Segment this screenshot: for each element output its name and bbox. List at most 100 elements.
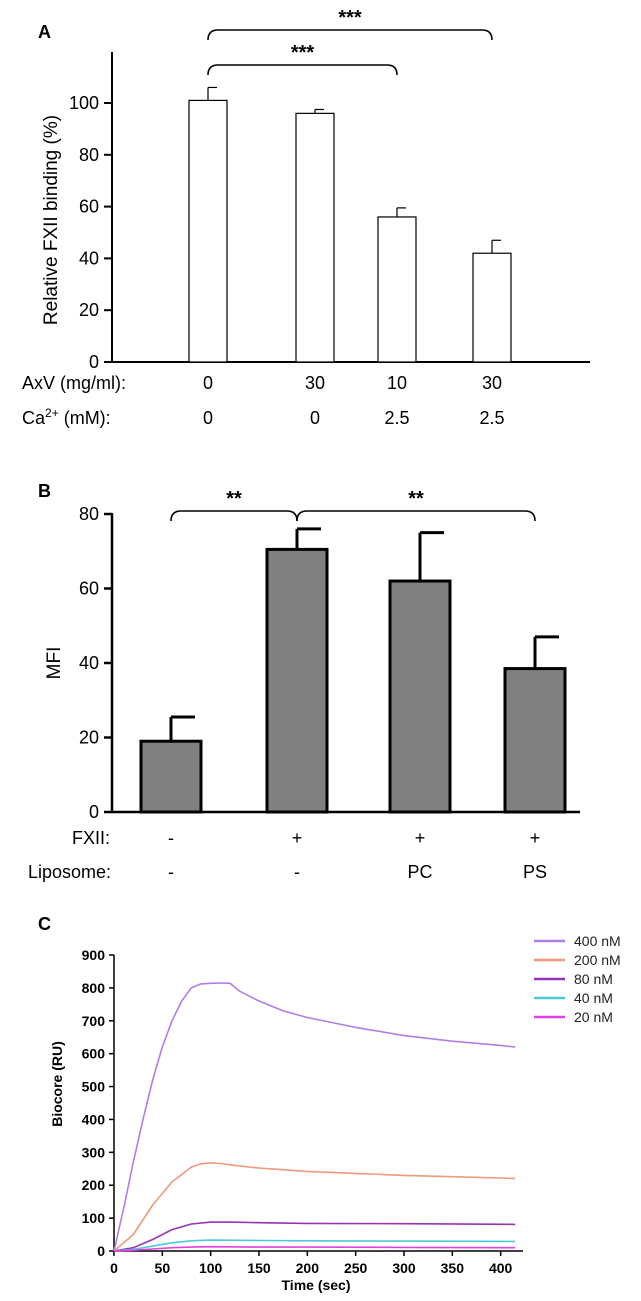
condition-labels-a: AxV (mg/ml): Ca2+ (mM): 0 30 10 30 0 0 2.5 2.5 bbox=[22, 373, 505, 428]
condition-value: + bbox=[530, 828, 541, 848]
bar bbox=[388, 579, 452, 814]
series-line bbox=[113, 1239, 516, 1252]
panel-b: B MFI 0 20 40 60 80 ** ** FXII: Liposome: - + +… bbox=[28, 481, 580, 882]
condition-value: + bbox=[415, 828, 426, 848]
y-tick-label: 900 bbox=[82, 947, 106, 963]
legend-label: 200 nM bbox=[574, 952, 621, 968]
condition-value: + bbox=[292, 828, 303, 848]
x-tick-label: 300 bbox=[392, 1260, 416, 1276]
significance-label: *** bbox=[291, 42, 315, 64]
y-tick-label: 60 bbox=[79, 579, 99, 599]
bar bbox=[265, 547, 329, 814]
condition-value: 30 bbox=[305, 373, 325, 393]
y-tick-label: 60 bbox=[79, 197, 99, 217]
y-tick-label: 40 bbox=[79, 248, 99, 268]
legend-label: 40 nM bbox=[574, 990, 613, 1006]
legend-label: 20 nM bbox=[574, 1009, 613, 1025]
x-tick-label: 0 bbox=[110, 1260, 118, 1276]
significance-label: ** bbox=[408, 488, 424, 510]
condition-value: - bbox=[294, 862, 300, 882]
y-axis-title-c: Biocore (RU) bbox=[49, 1041, 65, 1127]
condition-labels-b: FXII: Liposome: - + + + - - PC PS bbox=[28, 828, 547, 882]
y-tick-label: 800 bbox=[82, 980, 106, 996]
x-tick-label: 200 bbox=[296, 1260, 320, 1276]
legend-label: 400 nM bbox=[574, 933, 621, 949]
panel-letter-c: C bbox=[38, 914, 51, 934]
y-tick-label: 0 bbox=[97, 1243, 105, 1259]
y-axis-title-a: Relative FXII binding (%) bbox=[41, 115, 62, 325]
ca-label: Ca bbox=[22, 408, 46, 428]
bars-a bbox=[188, 86, 512, 363]
panel-c: C Biocore (RU) Time (sec) 0 100 200 300 400 5… bbox=[38, 914, 621, 1293]
condition-value: 0 bbox=[203, 373, 213, 393]
condition-value: 0 bbox=[203, 408, 213, 428]
y-tick-label: 200 bbox=[82, 1177, 106, 1193]
x-tick-label: 250 bbox=[344, 1260, 368, 1276]
significance-bracket bbox=[207, 64, 398, 76]
ca-superscript: 2+ bbox=[45, 406, 59, 420]
y-tick-label: 400 bbox=[82, 1111, 106, 1127]
x-tick-label: 150 bbox=[247, 1260, 271, 1276]
significance-label: *** bbox=[338, 7, 362, 29]
y-tick-label: 0 bbox=[89, 352, 99, 372]
condition-value: 2.5 bbox=[384, 408, 409, 428]
condition-row-label: FXII: bbox=[72, 828, 110, 848]
condition-row-label: AxV (mg/ml): bbox=[22, 373, 126, 393]
y-tick-label: 40 bbox=[79, 653, 99, 673]
condition-row-label: Liposome: bbox=[28, 862, 111, 882]
series-line bbox=[113, 982, 516, 1252]
series-line bbox=[113, 1162, 516, 1252]
condition-row-label: Ca2+ (mM): bbox=[22, 406, 111, 428]
y-tick-label: 80 bbox=[79, 145, 99, 165]
series-lines-c bbox=[113, 982, 516, 1252]
series-line bbox=[113, 1221, 516, 1252]
y-tick-label: 100 bbox=[69, 93, 99, 113]
condition-value: 0 bbox=[310, 408, 320, 428]
y-tick-label: 700 bbox=[82, 1013, 106, 1029]
y-tick-label: 300 bbox=[82, 1144, 106, 1160]
condition-value: PS bbox=[523, 862, 547, 882]
y-tick-label: 80 bbox=[79, 504, 99, 524]
series-line bbox=[113, 1245, 516, 1252]
bars-b bbox=[139, 527, 567, 814]
x-tick-label: 350 bbox=[441, 1260, 465, 1276]
y-tick-label: 0 bbox=[89, 802, 99, 822]
y-axis-b: 0 20 40 60 80 bbox=[79, 504, 580, 822]
condition-value: PC bbox=[407, 862, 432, 882]
x-tick-label: 50 bbox=[155, 1260, 171, 1276]
condition-value: 30 bbox=[482, 373, 502, 393]
bar bbox=[188, 99, 228, 363]
x-tick-label: 100 bbox=[199, 1260, 223, 1276]
y-tick-label: 20 bbox=[79, 728, 99, 748]
bar bbox=[503, 667, 567, 814]
x-axis-title-c: Time (sec) bbox=[282, 1277, 351, 1293]
significance-bracket bbox=[170, 510, 298, 522]
condition-value: - bbox=[168, 828, 174, 848]
panel-letter-a: A bbox=[38, 22, 51, 42]
axes-c: 0 100 200 300 400 500 600 700 800 900 0 50 100 150 200… bbox=[82, 947, 523, 1276]
y-tick-label: 20 bbox=[79, 300, 99, 320]
legend-label: 80 nM bbox=[574, 971, 613, 987]
legend-c: 400 nM 200 nM 80 nM 40 nM 20 nM bbox=[534, 933, 621, 1025]
significance-brackets-b: ** ** bbox=[170, 488, 536, 522]
significance-bracket bbox=[207, 29, 493, 41]
bar bbox=[139, 739, 203, 814]
bar bbox=[377, 216, 417, 363]
y-tick-label: 100 bbox=[82, 1210, 106, 1226]
x-tick-label: 400 bbox=[489, 1260, 513, 1276]
panel-letter-b: B bbox=[38, 481, 51, 501]
y-tick-label: 600 bbox=[82, 1046, 106, 1062]
y-axis-title-b: MFI bbox=[44, 647, 65, 680]
bar bbox=[295, 112, 335, 363]
bar bbox=[472, 252, 512, 363]
significance-label: ** bbox=[226, 488, 242, 510]
condition-value: - bbox=[168, 862, 174, 882]
y-tick-label: 500 bbox=[82, 1079, 106, 1095]
significance-brackets-a: *** *** bbox=[207, 7, 493, 76]
panel-a: A Relative FXII binding (%) 020406080100… bbox=[22, 7, 590, 428]
significance-bracket bbox=[296, 510, 536, 522]
condition-value: 2.5 bbox=[479, 408, 504, 428]
ca-unit: (mM): bbox=[59, 408, 111, 428]
condition-value: 10 bbox=[387, 373, 407, 393]
